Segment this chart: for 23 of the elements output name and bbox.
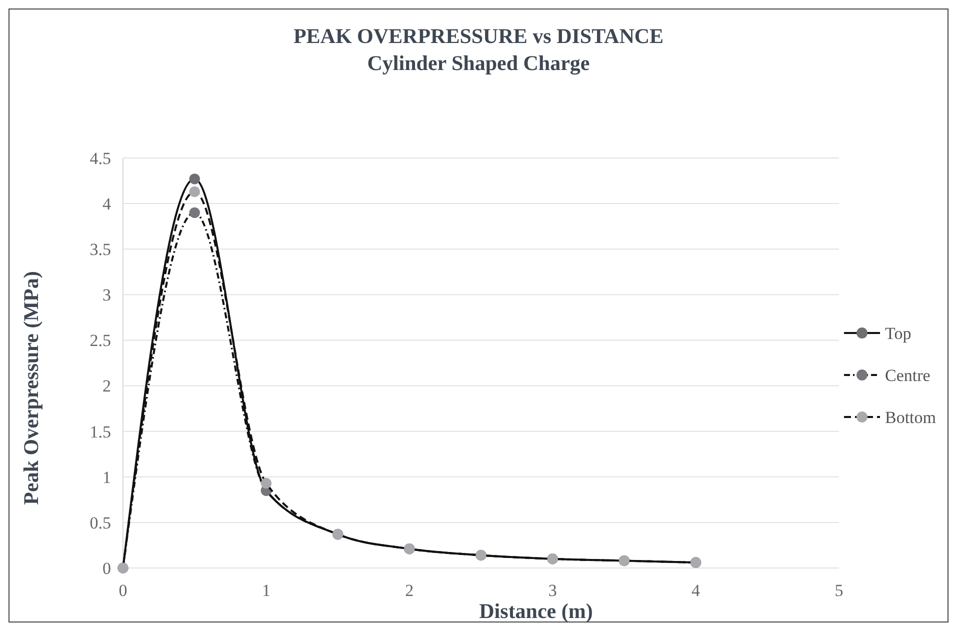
y-tick-label: 3 — [102, 286, 111, 305]
x-tick-label: 1 — [262, 581, 270, 600]
y-tick-label: 4.5 — [90, 148, 111, 168]
legend-label: Bottom — [885, 408, 936, 427]
y-axis-title: Peak Overpressure (MPa) — [19, 271, 43, 505]
x-tick-label: 0 — [118, 581, 128, 600]
x-tick-label: 4 — [692, 581, 701, 600]
y-tick-label: 4 — [102, 194, 112, 214]
y-tick-label: 3.5 — [90, 240, 111, 260]
y-tick-label: 0.5 — [90, 513, 111, 532]
y-tick-label: 2 — [102, 376, 111, 396]
y-tick-label: 1.5 — [90, 422, 111, 442]
x-tick-label: 3 — [548, 581, 557, 600]
legend-label: Top — [885, 324, 912, 343]
y-tick-label: 0 — [102, 558, 111, 578]
chart-subtitle: Cylinder Shaped Charge — [367, 51, 590, 75]
x-tick-label: 2 — [405, 581, 414, 600]
y-tick-label: 2.5 — [90, 331, 111, 350]
chart-title: PEAK OVERPRESSURE vs DISTANCE — [293, 24, 664, 48]
x-tick-label: 5 — [834, 581, 844, 600]
x-axis-title: Distance (m) — [479, 599, 593, 623]
legend-label: Centre — [885, 366, 930, 385]
y-tick-label: 1 — [102, 468, 111, 487]
